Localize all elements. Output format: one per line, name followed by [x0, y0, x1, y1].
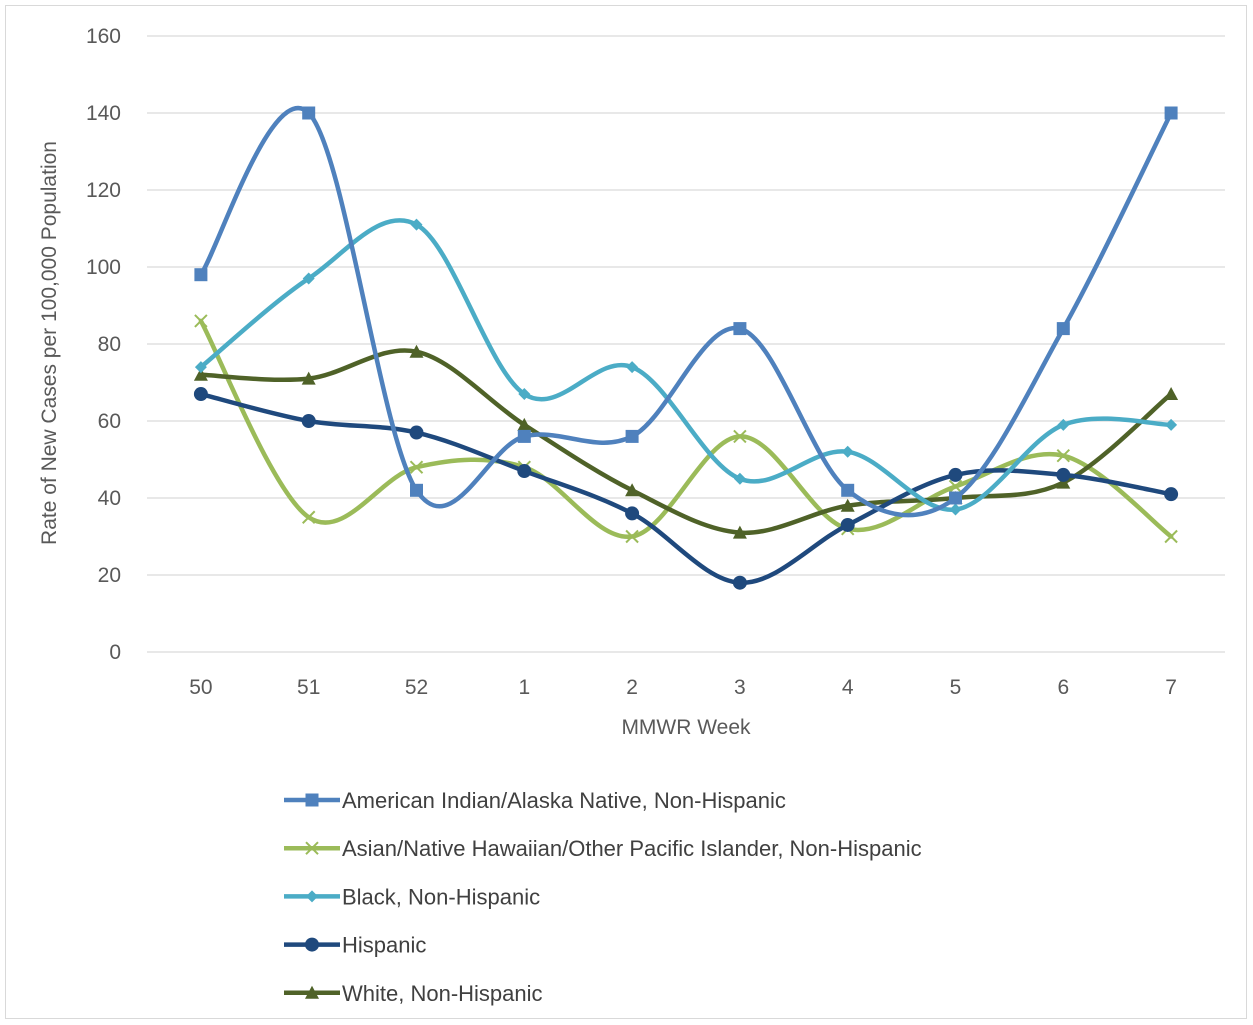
data-point: [194, 268, 208, 282]
y-tick-label: 140: [86, 102, 121, 125]
data-point: [732, 525, 747, 539]
x-axis-ticks: 50 51 52 1 2 3 4 5 6 7: [189, 676, 1177, 699]
data-point: [732, 575, 747, 590]
series-lines: [193, 106, 1179, 590]
series-3: [193, 387, 1179, 590]
data-point: [1057, 418, 1070, 431]
legend-label: Black, Non-Hispanic: [342, 884, 540, 909]
x-tick-label: 7: [1165, 676, 1177, 699]
legend-item: Asian/Native Hawaiian/Other Pacific Isla…: [284, 836, 922, 861]
data-point: [1056, 448, 1071, 463]
legend-marker: [305, 793, 319, 807]
series-1: [194, 314, 1178, 544]
data-point: [194, 361, 207, 374]
data-point: [1056, 467, 1071, 482]
data-point: [410, 483, 423, 497]
data-point: [409, 425, 424, 440]
data-point: [948, 467, 963, 482]
series-line: [198, 348, 1174, 535]
x-tick-label: 1: [518, 676, 530, 699]
data-point: [1164, 106, 1178, 120]
data-point: [518, 388, 531, 401]
legend-item: Black, Non-Hispanic: [284, 884, 540, 909]
data-point: [626, 361, 639, 374]
y-tick-label: 40: [98, 487, 121, 510]
data-point: [625, 529, 639, 544]
x-tick-label: 52: [405, 676, 428, 699]
y-tick-label: 0: [109, 641, 121, 664]
x-tick-label: 51: [297, 676, 320, 699]
legend-item: American Indian/Alaska Native, Non-Hispa…: [284, 788, 786, 813]
legend-marker: [305, 985, 319, 999]
data-point: [1164, 529, 1178, 544]
data-point: [841, 483, 855, 497]
x-tick-label: 50: [189, 676, 212, 699]
y-tick-label: 60: [98, 410, 121, 433]
data-point: [410, 218, 423, 231]
data-point: [625, 483, 640, 497]
data-point: [409, 460, 424, 474]
legend-label: Hispanic: [342, 933, 426, 958]
data-point: [193, 367, 208, 381]
data-point: [1164, 487, 1179, 502]
data-point: [1164, 387, 1179, 401]
data-point: [1056, 475, 1071, 489]
legend-label: American Indian/Alaska Native, Non-Hispa…: [342, 788, 786, 813]
legend-label: Asian/Native Hawaiian/Other Pacific Isla…: [342, 836, 922, 861]
y-tick-label: 20: [98, 564, 121, 587]
legend-marker: [306, 890, 318, 903]
data-point: [840, 498, 855, 512]
data-point: [625, 506, 640, 521]
data-point: [841, 445, 854, 458]
series-0: [194, 106, 1178, 518]
data-point: [1165, 418, 1178, 431]
data-point: [949, 491, 962, 505]
data-point: [302, 106, 316, 120]
x-axis-title: MMWR Week: [621, 716, 751, 739]
data-point: [840, 517, 855, 532]
data-point: [194, 314, 208, 328]
data-point: [733, 472, 746, 485]
legend-label: White, Non-Hispanic: [342, 981, 543, 1006]
data-point: [301, 510, 316, 524]
legend-item: Hispanic: [284, 933, 426, 958]
x-tick-label: 6: [1057, 676, 1069, 699]
legend-marker: [305, 937, 319, 952]
y-axis-title: Rate of New Cases per 100,000 Population: [38, 141, 61, 545]
series-line: [198, 106, 1174, 518]
x-tick-label: 2: [626, 676, 638, 699]
data-point: [517, 417, 532, 431]
data-point: [517, 464, 532, 479]
data-point: [733, 322, 747, 336]
data-point: [733, 429, 747, 444]
x-tick-label: 5: [950, 676, 962, 699]
legend-marker: [305, 841, 319, 855]
legend-item: White, Non-Hispanic: [284, 981, 543, 1006]
legend: American Indian/Alaska Native, Non-Hispa…: [284, 788, 922, 1006]
data-point: [948, 479, 963, 494]
series-line: [198, 318, 1174, 539]
data-point: [625, 429, 639, 443]
series-4: [193, 344, 1179, 539]
data-point: [409, 344, 424, 358]
data-point: [301, 414, 316, 428]
y-tick-label: 160: [86, 25, 121, 48]
data-point: [1056, 322, 1070, 336]
y-tick-label: 120: [86, 179, 121, 202]
data-point: [193, 387, 208, 402]
gridlines: [147, 35, 1225, 653]
data-point: [302, 272, 315, 285]
data-point: [517, 429, 531, 443]
data-point: [949, 503, 962, 516]
y-tick-label: 80: [98, 333, 121, 356]
x-tick-label: 3: [734, 676, 746, 699]
series-2: [194, 218, 1178, 516]
series-line: [198, 218, 1174, 512]
data-point: [301, 371, 316, 385]
y-tick-label: 100: [86, 256, 121, 279]
y-axis-ticks: 0 20 40 60 80 100 120 140 160: [86, 25, 121, 664]
x-tick-label: 4: [842, 676, 854, 699]
series-line: [198, 391, 1174, 585]
